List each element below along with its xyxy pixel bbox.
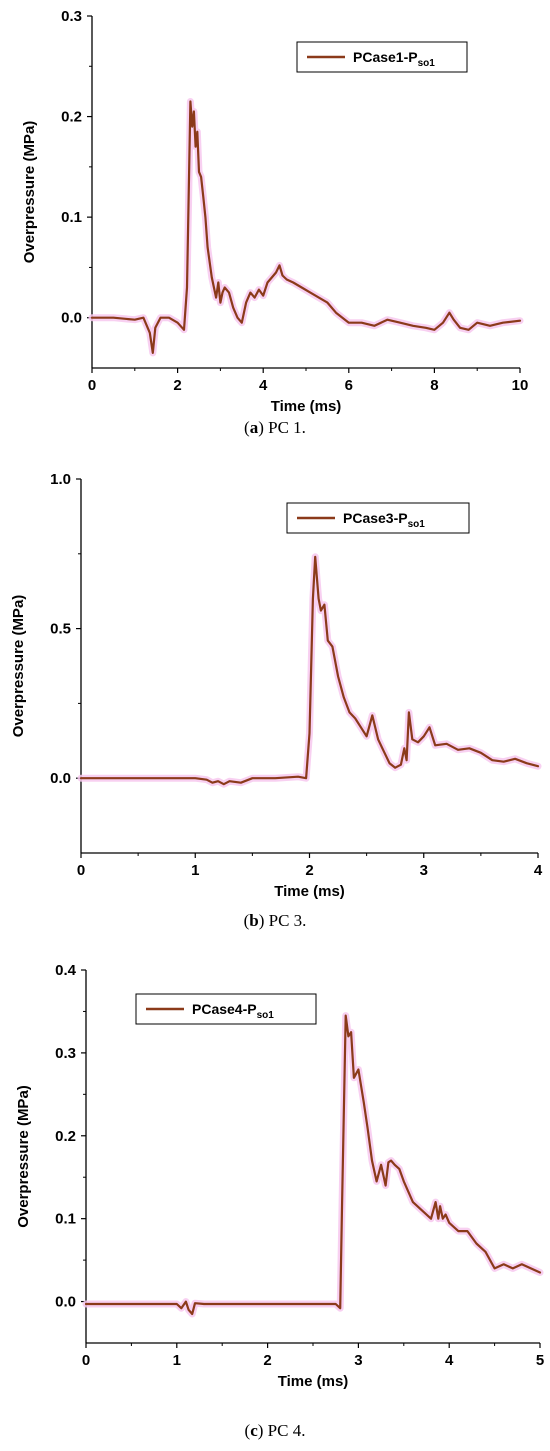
y-tick-label: 0.3 <box>61 8 82 25</box>
legend-label-subscript: so1 <box>418 58 436 69</box>
series-halo <box>77 553 542 788</box>
x-tick-label: 2 <box>173 377 181 394</box>
y-tick-label: 0.5 <box>50 621 71 638</box>
chart-panel-b: 0 1 2 3 4 0.0 0.5 1.0 Time (ms) Overpressure (MPa… <box>0 465 550 935</box>
y-axis-title: Overpressure (MPa) <box>21 121 38 264</box>
x-tick-label: 5 <box>536 1352 544 1369</box>
y-tick-label: 1.0 <box>50 471 71 488</box>
x-axis-title: Time (ms) <box>278 1373 349 1390</box>
x-tick-label: 4 <box>534 862 543 879</box>
caption-a-text: PC 1. <box>263 418 306 437</box>
caption-c-letter: c <box>250 1421 258 1440</box>
x-axis-title: Time (ms) <box>271 398 342 415</box>
x-axis-title: Time (ms) <box>274 883 345 900</box>
caption-b-text: PC 3. <box>264 911 307 930</box>
chart-panel-c: 0 1 2 3 4 5 0.0 0.1 0.2 0.3 0.4 Time (ms) Overpressu… <box>0 955 550 1445</box>
y-tick-label: 0.2 <box>55 1128 76 1145</box>
series-line <box>79 555 540 786</box>
series-halo <box>88 98 524 357</box>
x-tick-label: 2 <box>263 1352 271 1369</box>
x-tick-label: 4 <box>445 1352 454 1369</box>
y-tick-label: 0.1 <box>61 209 82 226</box>
chart-a: 0 2 4 6 8 10 0.0 0.1 0.2 0.3 Time (ms) Overpressure… <box>21 8 529 415</box>
caption-a-letter: a <box>249 418 259 437</box>
x-tick-label: 3 <box>354 1352 362 1369</box>
y-tick-label: 0.0 <box>50 770 71 787</box>
series-line <box>84 1014 542 1316</box>
y-axis-title: Overpressure (MPa) <box>15 1085 32 1228</box>
x-tick-label: 3 <box>420 862 428 879</box>
x-tick-label: 8 <box>430 377 438 394</box>
caption-c-text: PC 4. <box>263 1421 306 1440</box>
x-tick-label: 0 <box>82 1352 90 1369</box>
legend-label-subscript: so1 <box>257 1010 275 1021</box>
caption-a: (a) PC 1. <box>244 418 306 437</box>
x-tick-label: 2 <box>305 862 313 879</box>
series-line <box>90 100 522 354</box>
caption-c: (c) PC 4. <box>244 1421 306 1440</box>
chart-panel-a: 0 2 4 6 8 10 0.0 0.1 0.2 0.3 Time (ms) Overpressure… <box>0 0 550 445</box>
legend-label: PCase4-Pso1 <box>192 1001 274 1021</box>
x-tick-label: 0 <box>88 377 96 394</box>
y-tick-label: 0.1 <box>55 1211 76 1228</box>
y-tick-label: 0.2 <box>61 109 82 126</box>
chart-c: 0 1 2 3 4 5 0.0 0.1 0.2 0.3 0.4 Time (ms) Overpressu… <box>15 962 544 1390</box>
x-tick-label: 6 <box>345 377 353 394</box>
chart-b: 0 1 2 3 4 0.0 0.5 1.0 Time (ms) Overpressure (MPa… <box>10 471 543 900</box>
y-tick-label: 0.3 <box>55 1045 76 1062</box>
x-tick-label: 1 <box>191 862 199 879</box>
legend-label: PCase3-Pso1 <box>343 510 425 530</box>
legend-label-subscript: so1 <box>408 519 426 530</box>
y-axis-title: Overpressure (MPa) <box>10 595 27 738</box>
legend-label: PCase1-Pso1 <box>353 49 435 69</box>
x-tick-label: 0 <box>77 862 85 879</box>
y-tick-label: 0.4 <box>55 962 77 979</box>
series-halo <box>82 1012 544 1318</box>
y-tick-label: 0.0 <box>55 1294 76 1311</box>
caption-b-letter: b <box>249 911 259 930</box>
x-tick-label: 4 <box>259 377 268 394</box>
caption-b: (b) PC 3. <box>243 911 307 930</box>
x-tick-label: 10 <box>512 377 529 394</box>
x-tick-label: 1 <box>173 1352 181 1369</box>
y-tick-label: 0.0 <box>61 310 82 327</box>
